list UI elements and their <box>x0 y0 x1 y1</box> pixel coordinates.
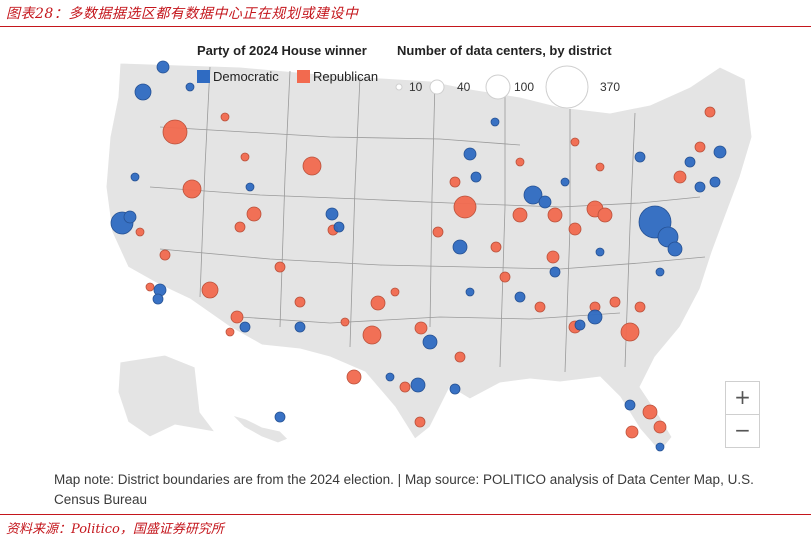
party-legend-heading: Party of 2024 House winner <box>197 43 367 58</box>
democratic-markers <box>110 60 727 452</box>
zoom-out-button[interactable]: − <box>725 414 760 448</box>
size-label-370: 370 <box>600 80 621 94</box>
source-rule <box>0 514 811 515</box>
size-legend-circles <box>395 65 589 109</box>
continental-us-shape <box>105 62 753 453</box>
size-label-10: 10 <box>409 80 423 94</box>
size-legend-heading: Number of data centers, by district <box>397 43 612 58</box>
democratic-label: Democratic <box>213 69 279 84</box>
us-district-map[interactable] <box>0 27 811 514</box>
size-label-40: 40 <box>457 80 471 94</box>
state-boundaries <box>149 66 706 373</box>
hawaii-shape <box>230 413 289 444</box>
map-note: Map note: District boundaries are from t… <box>54 472 754 507</box>
source-text: 资料来源：Politico，国盛证券研究所 <box>6 522 224 537</box>
legend-republican: Republican <box>297 69 378 84</box>
size-label-100: 100 <box>514 80 535 94</box>
alaska-shape <box>117 354 217 438</box>
zoom-in-button[interactable]: + <box>725 381 760 415</box>
democratic-swatch <box>197 70 210 83</box>
republican-swatch <box>297 70 310 83</box>
map-panel[interactable]: Party of 2024 House winner Democratic Re… <box>0 27 811 514</box>
figure-title: 图表28：多数据据选区都有数据中心正在规划或建设中 <box>6 6 359 22</box>
title-rule <box>0 26 811 27</box>
republican-label: Republican <box>313 69 379 84</box>
legend-democratic: Democratic <box>197 69 279 84</box>
